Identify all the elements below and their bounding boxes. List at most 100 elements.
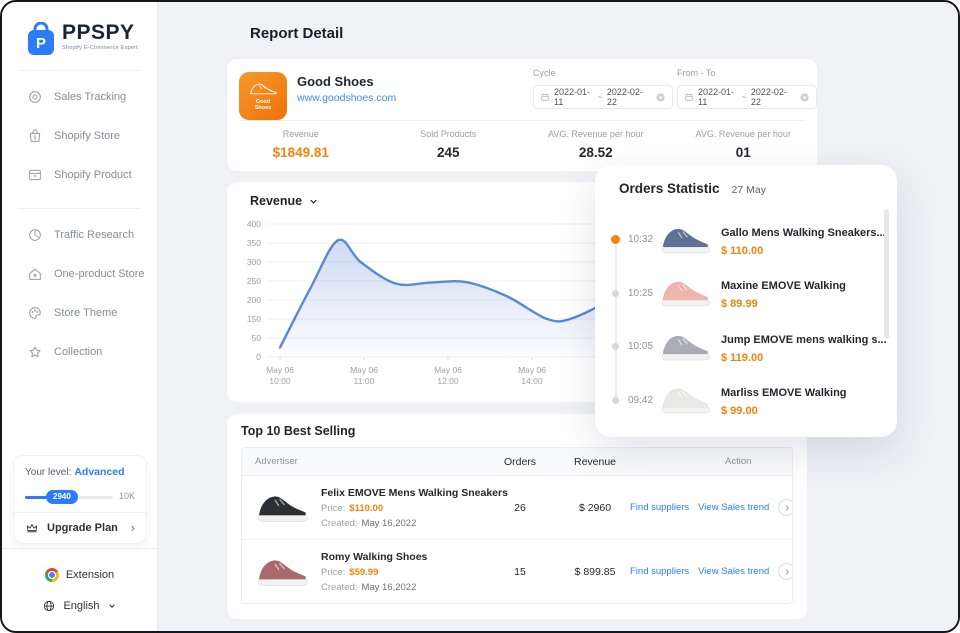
globe-icon [44,600,55,612]
svg-text:0: 0 [256,352,261,362]
timeline-dot-active [611,235,620,245]
shopping-bag-logo-icon: P [28,22,54,55]
divider [2,548,157,549]
orders-count: 26 [514,501,526,514]
clear-icon[interactable] [799,92,810,103]
progress-value-badge: 2940 [46,490,78,504]
sidebar-item-label: Collection [54,345,103,358]
fromto-date-input[interactable]: 2022-01-11 ~ 2022-02-22 [677,85,817,109]
chevron-down-icon [310,199,317,204]
order-list-item[interactable]: 10:32 Gallo Mens Walking Sneakers... $ 1… [595,213,897,267]
product-price: $ 89.99 [721,298,758,311]
sidebar-item-label: Shopify Store [54,129,121,142]
divider [239,120,805,121]
svg-text:50: 50 [252,333,262,343]
svg-text:10:00: 10:00 [269,376,291,386]
svg-text:$: $ [34,135,37,141]
stat-avg-revenue: AVG. Revenue per hour 28.52 [548,129,644,160]
upgrade-plan-button[interactable]: Upgrade Plan › [14,512,146,543]
product-name: Marliss EMOVE Walking [721,387,847,400]
merchant-logo: Good Shoes [239,72,287,120]
orders-panel-title: Orders Statistic [619,181,720,196]
brand-tagline: Shopify E-Commerce Expert [62,45,138,51]
sidebar-item-label: Traffic Research [54,228,135,241]
level-value: Advanced [74,466,125,478]
sidebar-item-shopify-product[interactable]: Shopify Product [2,155,157,194]
brand-logo[interactable]: P PPSPY Shopify E-Commerce Expert [2,2,157,56]
clear-icon[interactable] [655,92,666,103]
product-image [659,274,711,312]
sidebar-item-collection[interactable]: Collection [2,332,157,371]
product-image [659,221,711,259]
cycle-date-input[interactable]: 2022-01-11 ~ 2022-02-22 [533,85,673,109]
find-suppliers-link[interactable]: Find suppliers [630,566,690,577]
merchant-url-link[interactable]: www.goodshoes.com [297,92,397,104]
chart-metric-dropdown[interactable]: Revenue [250,194,319,208]
svg-text:14:00: 14:00 [521,376,543,386]
timeline-dot [612,289,619,297]
sidebar-item-sales-tracking[interactable]: Sales Tracking [2,77,157,116]
fromto-label: From - To [677,68,716,78]
table-header: Advertiser Orders Revenue Action [242,448,792,475]
sidebar-item-traffic-research[interactable]: Traffic Research [2,215,157,254]
table-row[interactable]: Romy Walking Shoes Price: $59.99 Created:… [242,539,792,603]
product-name: Jump EMOVE mens walking s... [721,333,887,346]
price-label: Price: [321,502,346,514]
scrollbar[interactable] [884,209,889,339]
order-time: 09:42 [628,394,654,406]
product-price: $ 110.00 [721,244,764,257]
svg-text:12:00: 12:00 [437,376,459,386]
order-list-item[interactable]: 10:05 Jump EMOVE mens walking s... $ 119… [595,320,897,374]
svg-text:May 06: May 06 [266,365,294,375]
view-sales-trend-link[interactable]: View Sales trend [698,502,770,513]
extension-button[interactable]: Extension [2,568,157,582]
chevron-right-icon [785,504,789,511]
created-date: May 16,2022 [361,517,417,529]
main-content: Report Detail Good Shoes Good Shoes www.… [158,2,958,631]
sidebar-item-store-theme[interactable]: Store Theme [2,293,157,332]
svg-text:400: 400 [247,219,261,229]
column-action: Action [725,456,752,467]
language-selector[interactable]: English [2,599,157,613]
progress-max-label: 10K [118,491,135,501]
best-selling-title: Top 10 Best Selling [241,424,356,438]
product-image [659,381,711,419]
sidebar-item-label: Shopify Product [54,168,132,181]
chevron-right-button[interactable] [778,499,792,516]
svg-text:11:00: 11:00 [354,376,375,386]
user-level-card: Your level: Advanced 2940 10K Upgrade Pla… [13,455,147,544]
sidebar-item-shopify-store[interactable]: $ Shopify Store [2,116,157,155]
order-list-item[interactable]: 10:25 Maxine EMOVE Walking $ 89.99 [595,267,897,321]
clock-icon [27,227,43,243]
progress-fill [25,496,59,499]
product-price: $110.00 [349,502,384,514]
product-image [659,328,711,366]
level-progress-bar: 2940 10K [25,490,135,504]
product-name: Romy Walking Shoes [321,550,428,563]
palette-icon [27,305,43,321]
created-date: May 16,2022 [361,581,417,593]
price-label: Price: [321,566,346,578]
calendar-icon [685,93,693,101]
orders-statistic-panel: Orders Statistic 27 May 10:32 Gallo Mens… [595,165,897,437]
table-row[interactable]: Felix EMOVE Mens Walking Sneakers Price:… [242,475,792,539]
product-box-icon [27,167,43,183]
chevron-right-button[interactable] [778,563,792,580]
stat-revenue: Revenue $1849.81 [272,129,329,160]
divider [18,208,141,209]
revenue-value: $ 899.85 [574,565,616,578]
order-time: 10:25 [628,287,654,299]
sidebar-item-one-product-store[interactable]: One-product Store [2,254,157,293]
product-image [255,488,309,528]
order-list-item[interactable]: 09:42 Marliss EMOVE Walking $ 99.00 [595,374,897,428]
orders-panel-date: 27 May [731,184,766,196]
product-price: $ 99.00 [721,405,758,418]
created-label: Created: [321,517,358,529]
page-title: Report Detail [250,25,344,42]
order-time: 10:32 [628,234,654,246]
view-sales-trend-link[interactable]: View Sales trend [698,566,770,577]
find-suppliers-link[interactable]: Find suppliers [630,502,690,513]
column-advertiser: Advertiser [255,456,298,467]
svg-text:May 06: May 06 [518,365,546,375]
